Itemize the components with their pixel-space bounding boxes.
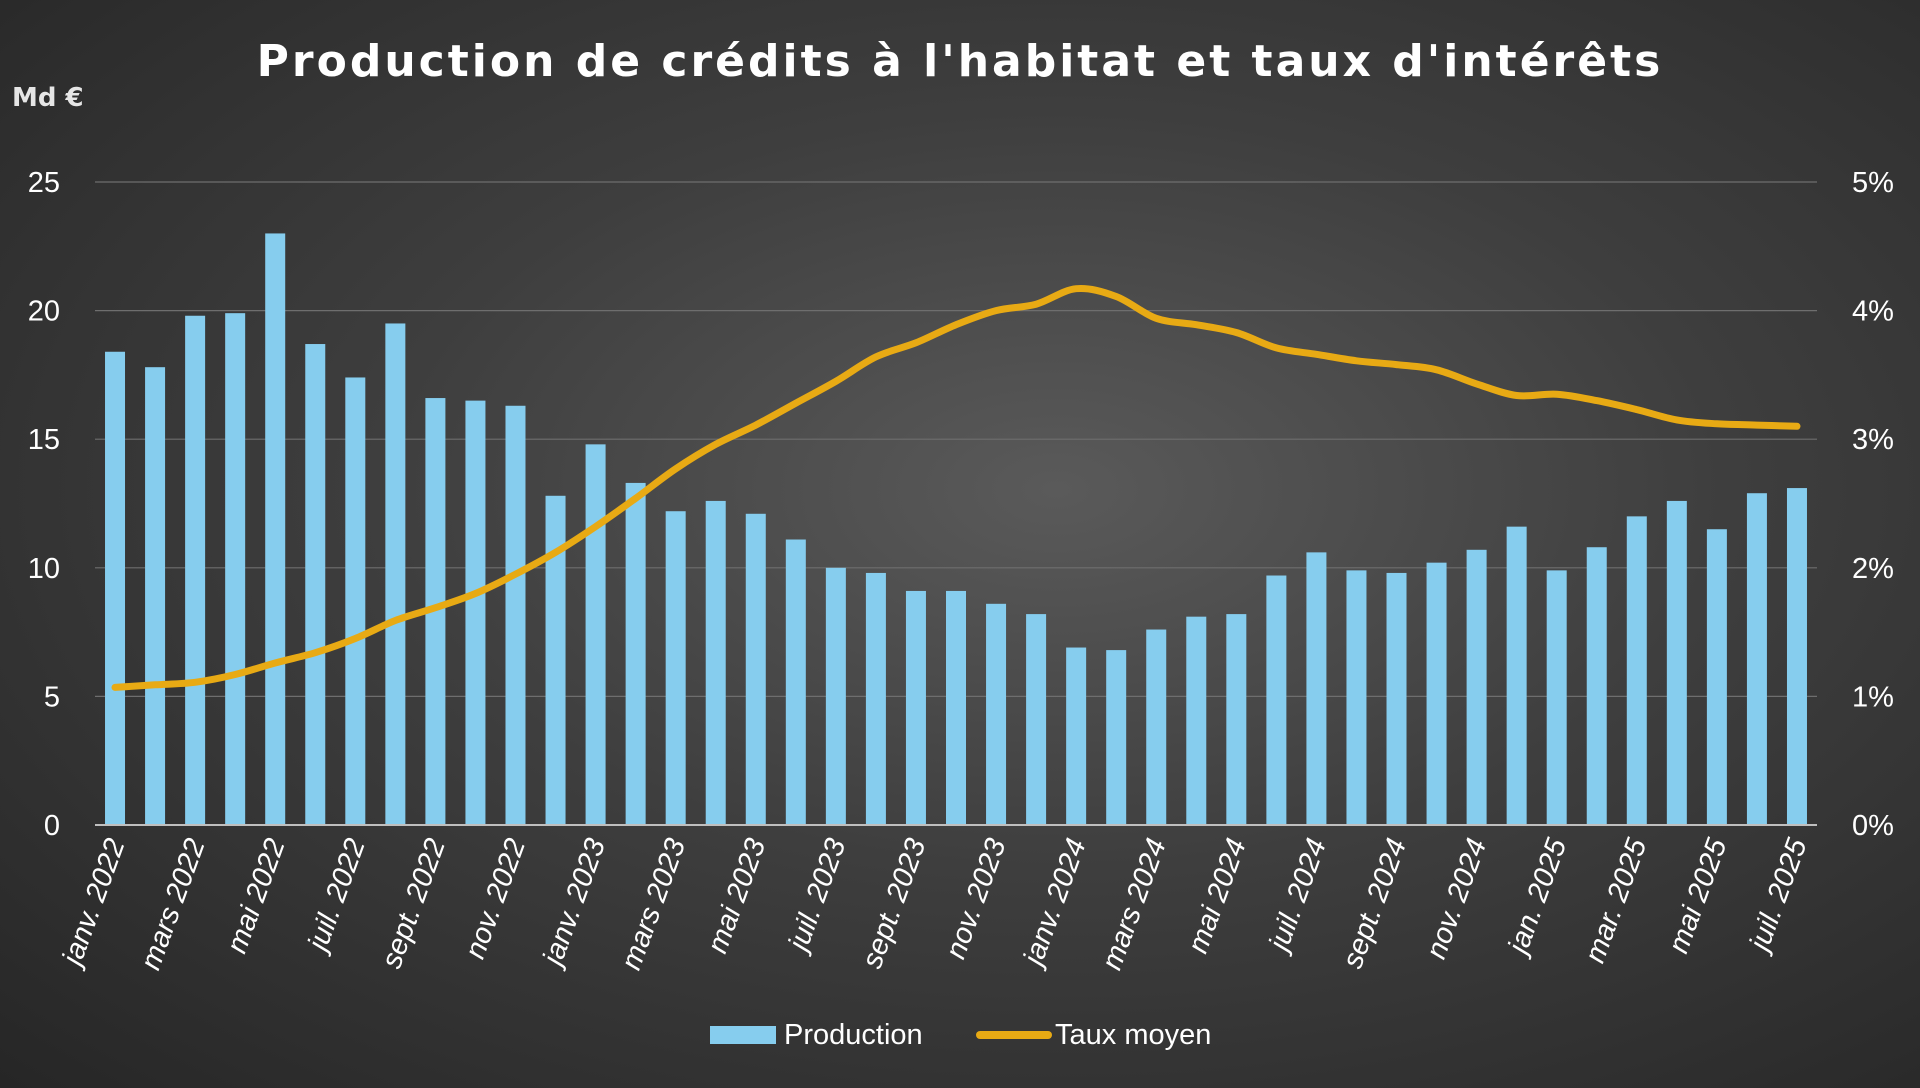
x-tick-label: mai 2023 bbox=[701, 834, 772, 957]
x-tick-label: mars 2022 bbox=[135, 834, 212, 974]
y-tick-label: 0 bbox=[44, 810, 60, 842]
x-tick-label: mar. 2025 bbox=[1579, 834, 1654, 967]
x-tick-label: nov. 2023 bbox=[940, 834, 1013, 963]
y2-tick-label: 2% bbox=[1852, 553, 1894, 585]
legend-production-swatch bbox=[710, 1026, 776, 1044]
production-bar bbox=[946, 590, 966, 825]
x-tick-label: juil. 2022 bbox=[301, 834, 372, 958]
y-tick-label: 15 bbox=[28, 424, 60, 456]
x-tick-label: mai 2025 bbox=[1663, 834, 1734, 958]
production-bar bbox=[1546, 570, 1567, 825]
y2-tick-label: 3% bbox=[1852, 424, 1894, 456]
chart-title: Production de crédits à l'habitat et tau… bbox=[257, 36, 1664, 87]
production-bar bbox=[145, 367, 166, 825]
production-bar bbox=[505, 405, 526, 825]
production-bar bbox=[705, 500, 726, 825]
y2-tick-label: 0% bbox=[1852, 810, 1894, 842]
production-bar bbox=[1666, 500, 1687, 825]
y-axis-ticks: 0 5 10 15 20 25 bbox=[28, 167, 60, 842]
x-tick-label: sept. 2023 bbox=[856, 834, 932, 972]
production-bar bbox=[1186, 616, 1207, 825]
x-tick-label: mai 2024 bbox=[1182, 834, 1253, 957]
production-bar bbox=[745, 513, 766, 825]
production-bar bbox=[1226, 614, 1247, 825]
production-bar bbox=[1426, 562, 1447, 825]
x-tick-label: sept. 2024 bbox=[1337, 834, 1413, 972]
production-bar bbox=[305, 344, 326, 825]
production-bar bbox=[825, 567, 846, 825]
x-tick-label: juil. 2023 bbox=[781, 834, 852, 958]
production-bar bbox=[1266, 575, 1287, 825]
x-tick-label: mars 2023 bbox=[615, 834, 692, 974]
taux-moyen-line bbox=[111, 284, 1801, 691]
y-tick-label: 5 bbox=[44, 681, 60, 713]
production-bar bbox=[545, 495, 566, 825]
production-bar bbox=[1146, 629, 1167, 825]
production-bar bbox=[905, 590, 926, 825]
y2-tick-label: 1% bbox=[1852, 681, 1894, 713]
y2-tick-label: 5% bbox=[1852, 167, 1894, 199]
production-bars bbox=[105, 233, 1807, 825]
production-bar bbox=[385, 323, 406, 825]
y-tick-label: 25 bbox=[28, 167, 60, 199]
production-bar bbox=[1746, 493, 1767, 825]
production-bar bbox=[1066, 647, 1087, 825]
y-tick-label: 20 bbox=[28, 296, 60, 328]
production-bar bbox=[1306, 552, 1327, 825]
x-tick-label: mai 2022 bbox=[221, 834, 292, 957]
x-tick-label: jan. 2025 bbox=[1501, 834, 1574, 962]
production-bar bbox=[265, 233, 286, 825]
legend-production-label: Production bbox=[784, 1019, 923, 1051]
y2-axis-ticks: 0% 1% 2% 3% 4% 5% bbox=[1852, 167, 1894, 842]
production-bar bbox=[105, 351, 126, 825]
production-bar bbox=[986, 603, 1007, 825]
x-axis-ticks: janv. 2022 mars 2022 mai 2022 juil. 2022 sep… bbox=[55, 834, 1814, 975]
production-bar bbox=[1026, 614, 1047, 825]
production-bar bbox=[1706, 529, 1727, 825]
production-bar bbox=[665, 511, 686, 825]
production-bar bbox=[1346, 570, 1367, 825]
y-tick-label: 10 bbox=[28, 553, 60, 585]
x-tick-label: janv. 2022 bbox=[55, 834, 131, 972]
x-tick-label: janv. 2024 bbox=[1016, 834, 1092, 972]
production-bar bbox=[1106, 650, 1127, 825]
production-bar bbox=[625, 482, 646, 825]
production-bar bbox=[185, 315, 206, 825]
production-bar bbox=[785, 539, 806, 825]
production-bar bbox=[1786, 488, 1807, 825]
production-bar bbox=[1466, 549, 1487, 825]
production-bar bbox=[1586, 547, 1607, 825]
gridlines bbox=[95, 181, 1817, 698]
production-bar bbox=[225, 313, 246, 825]
production-bar bbox=[345, 377, 366, 825]
y2-tick-label: 4% bbox=[1852, 296, 1894, 328]
production-bar bbox=[1386, 572, 1407, 825]
legend: Production Taux moyen bbox=[710, 1019, 1211, 1051]
production-bar bbox=[865, 572, 886, 825]
production-bar bbox=[585, 444, 606, 825]
y-axis-unit-label: Md € bbox=[12, 83, 84, 113]
x-tick-label: juil. 2024 bbox=[1262, 834, 1333, 958]
x-tick-label: janv. 2023 bbox=[536, 834, 612, 972]
x-tick-label: nov. 2022 bbox=[459, 834, 532, 963]
production-bar bbox=[425, 398, 446, 825]
legend-taux-moyen-label: Taux moyen bbox=[1055, 1019, 1211, 1051]
x-tick-label: nov. 2024 bbox=[1420, 834, 1493, 963]
x-tick-label: mars 2024 bbox=[1096, 834, 1173, 974]
production-bar bbox=[1506, 526, 1527, 825]
production-bar bbox=[1626, 516, 1647, 825]
production-bar bbox=[465, 400, 486, 825]
x-tick-label: sept. 2022 bbox=[376, 834, 452, 972]
x-tick-label: juil. 2025 bbox=[1742, 834, 1813, 959]
